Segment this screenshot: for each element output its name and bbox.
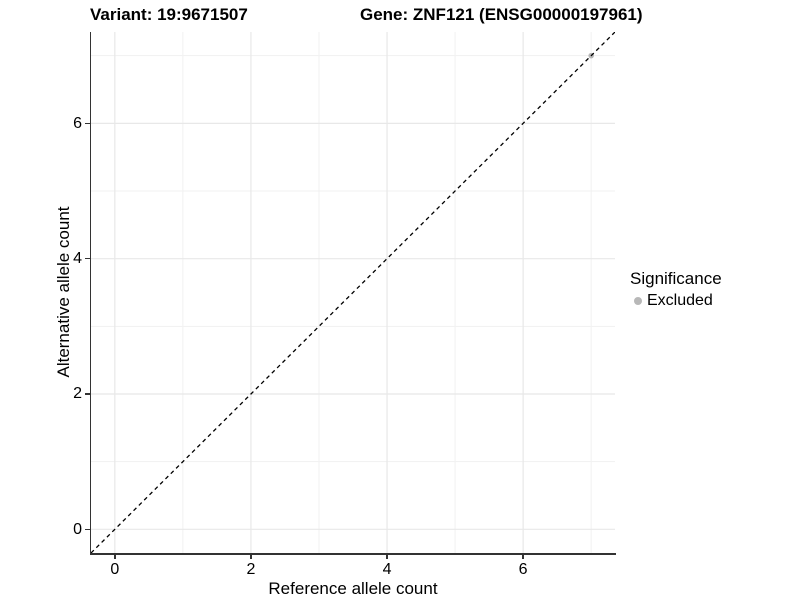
x-axis-line — [89, 553, 616, 555]
y-axis-title: Alternative allele count — [54, 206, 73, 378]
x-tick-label: 4 — [382, 561, 392, 578]
x-tick-mark — [250, 554, 252, 560]
legend-title: Significance — [630, 269, 722, 288]
chart-canvas — [91, 32, 615, 553]
plot-panel — [91, 32, 615, 553]
x-tick-label: 2 — [246, 561, 256, 578]
x-tick-mark — [114, 554, 116, 560]
gene-title: Gene: ZNF121 (ENSG00000197961) — [360, 5, 643, 24]
y-tick-mark — [85, 257, 90, 260]
y-tick-mark — [85, 122, 90, 125]
variant-title: Variant: 19:9671507 — [90, 5, 248, 24]
x-tick-mark — [522, 554, 524, 560]
y-tick-label: 2 — [73, 385, 82, 403]
excluded-point-icon — [634, 297, 642, 305]
legend: Significance Excluded — [630, 269, 795, 310]
y-tick-label: 4 — [73, 250, 82, 268]
x-axis-title: Reference allele count — [268, 579, 438, 598]
identity-line — [91, 32, 615, 553]
y-tick-label: 6 — [73, 114, 82, 132]
legend-item-excluded: Excluded — [630, 292, 795, 310]
y-axis-line — [89, 32, 92, 555]
legend-item-label: Excluded — [647, 292, 713, 309]
y-tick-mark — [85, 528, 90, 531]
x-tick-label: 0 — [110, 561, 120, 578]
x-tick-mark — [386, 554, 388, 560]
x-tick-label: 6 — [518, 561, 528, 578]
y-tick-mark — [85, 393, 90, 395]
y-tick-label: 0 — [73, 520, 82, 538]
